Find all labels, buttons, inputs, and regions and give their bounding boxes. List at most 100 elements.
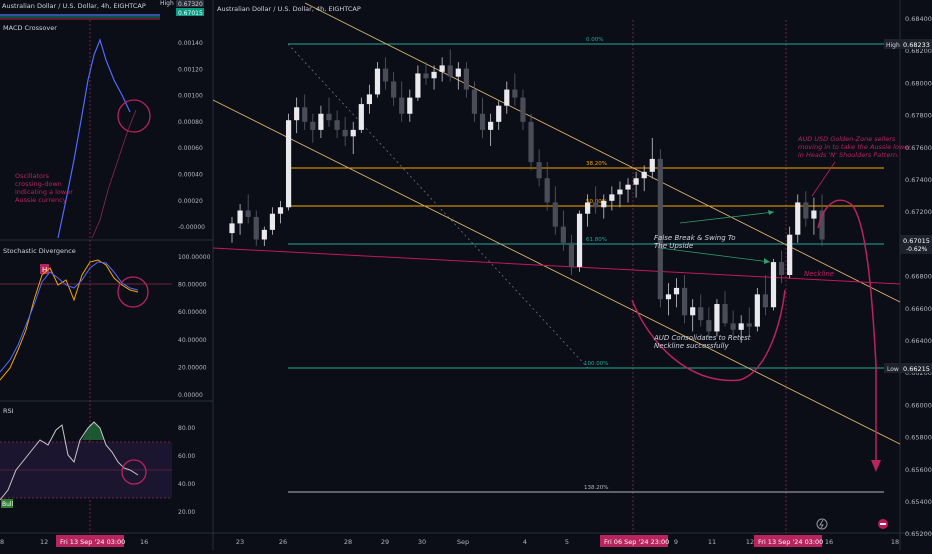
fib-label-100: 100.00% — [584, 361, 608, 367]
candle-body — [366, 94, 372, 105]
indicator-tick: 0.00080 — [178, 119, 203, 126]
candle-body — [245, 210, 251, 217]
candle-body — [770, 262, 777, 308]
indicator-tick: 80.00 — [178, 425, 195, 432]
consolidates-line-2: Neckline successfully — [654, 342, 729, 350]
price-tick: 0.65400 — [905, 498, 932, 506]
time-tick: Sep — [457, 538, 469, 546]
time-tick: 23 — [236, 538, 244, 546]
price-tick: 0.68000 — [905, 79, 932, 87]
false-break-line-1: False Break & Swing To — [654, 234, 736, 242]
candle-body — [447, 65, 453, 77]
candle-body — [706, 320, 712, 332]
candle-body — [512, 89, 518, 98]
macd-signal-line — [91, 109, 137, 239]
time-tick: 9 — [674, 538, 678, 546]
candle-body — [310, 121, 316, 130]
candle-body — [698, 307, 704, 321]
rsi-bull-text: Bull — [2, 501, 14, 508]
stoch-h-badge — [40, 264, 49, 274]
false-break-line-2: The Upside — [654, 242, 693, 250]
price-tick: 0.66000 — [905, 401, 932, 409]
stoch-k-line — [0, 259, 139, 381]
candle-body — [730, 323, 736, 330]
candle-body — [778, 262, 785, 275]
indicator-tick: -0.00000 — [178, 224, 205, 231]
time-tick: 11 — [708, 538, 716, 546]
candle-body — [285, 120, 292, 208]
candle-body — [496, 105, 502, 122]
consolidation-arc — [631, 289, 786, 382]
left-header-title: Australian Dollar / U.S. Dollar, 4h, EIG… — [2, 2, 146, 10]
time-tick: 26 — [279, 538, 287, 546]
current-price-box — [900, 235, 932, 254]
price-tick: 0.67800 — [905, 112, 932, 120]
x-highlight-sep13: Fri 13 Sep '24 03:00 — [758, 538, 823, 546]
candle-body — [382, 68, 389, 82]
price-tick: 0.66200 — [905, 369, 932, 377]
time-tick: 18 — [891, 538, 899, 546]
indicator-tick: 80.00000 — [178, 282, 207, 289]
candle-body — [762, 294, 769, 308]
rsi-circle — [121, 459, 147, 485]
time-tick: 12 — [746, 538, 754, 546]
high-tag-label: High — [886, 42, 900, 49]
indicator-tick: 0.00120 — [178, 66, 203, 73]
time-tick: 28 — [344, 538, 352, 546]
candle-body — [294, 107, 300, 121]
candle-body — [754, 294, 760, 327]
candle-body — [269, 213, 276, 230]
high-value: 0.68233 — [903, 41, 930, 49]
candle-body — [302, 107, 308, 122]
current-change: -0.62% — [906, 246, 928, 253]
left-x-tick-12: 12 — [40, 538, 48, 546]
price-tick: 0.68400 — [905, 15, 932, 23]
stoch-h-text: H — [42, 266, 47, 274]
candle-body — [649, 158, 655, 172]
channel-upper — [304, 2, 901, 303]
indicator-tick: 0.00060 — [178, 145, 203, 152]
candle-body — [601, 200, 607, 208]
candle-body — [673, 287, 680, 295]
candle-body — [819, 210, 825, 240]
left-x-tick-16: 16 — [140, 538, 148, 546]
left-x-highlight-box — [56, 535, 124, 547]
time-tick: 5 — [565, 538, 569, 546]
neckline — [212, 247, 901, 285]
macd-axis: 0.00140 0.00120 0.00100 0.00080 0.00060 0.000… — [178, 40, 205, 231]
fib-label-1382: 138.20% — [584, 485, 608, 491]
left-high-tag: High — [160, 0, 174, 7]
candles — [229, 49, 825, 343]
low-value-box — [900, 363, 932, 373]
indicator-tick: 40.00 — [178, 481, 195, 488]
price-tick: 0.67200 — [905, 208, 932, 216]
indicator-tick: 20.00000 — [178, 364, 207, 371]
candle-body — [277, 207, 284, 214]
macd-title: MACD Crossover — [3, 24, 57, 32]
candle-body — [641, 171, 647, 179]
event-flash-icon[interactable] — [816, 518, 828, 530]
low-tag-box — [884, 363, 900, 373]
candle-body — [261, 229, 267, 240]
golden-zone-line-3: in Heads 'N' Shoulders Pattern. — [798, 151, 899, 159]
candle-body — [488, 121, 494, 130]
price-tick: 0.66800 — [905, 273, 932, 281]
macd-note-line-4: Aussie currency — [15, 196, 67, 204]
stoch-d-line — [0, 261, 139, 373]
candle-body — [722, 304, 728, 324]
high-tag-box — [884, 39, 900, 49]
x-highlight-sep06: Fri 06 Sep '24 23:00 — [604, 538, 669, 546]
candle-body — [617, 189, 623, 195]
candle-body — [795, 202, 801, 235]
indicator-tick: 0.00140 — [178, 40, 203, 47]
macd-line — [57, 38, 131, 239]
false-break-arrow — [679, 211, 775, 224]
low-value: 0.66215 — [903, 365, 930, 373]
candle-body — [625, 184, 631, 190]
indicator-tick: 20.00 — [178, 509, 195, 516]
time-tick: 16 — [825, 538, 833, 546]
golden-zone-line-1: AUD USD Golden-Zone sellers — [797, 135, 896, 143]
candle-body — [455, 68, 461, 77]
